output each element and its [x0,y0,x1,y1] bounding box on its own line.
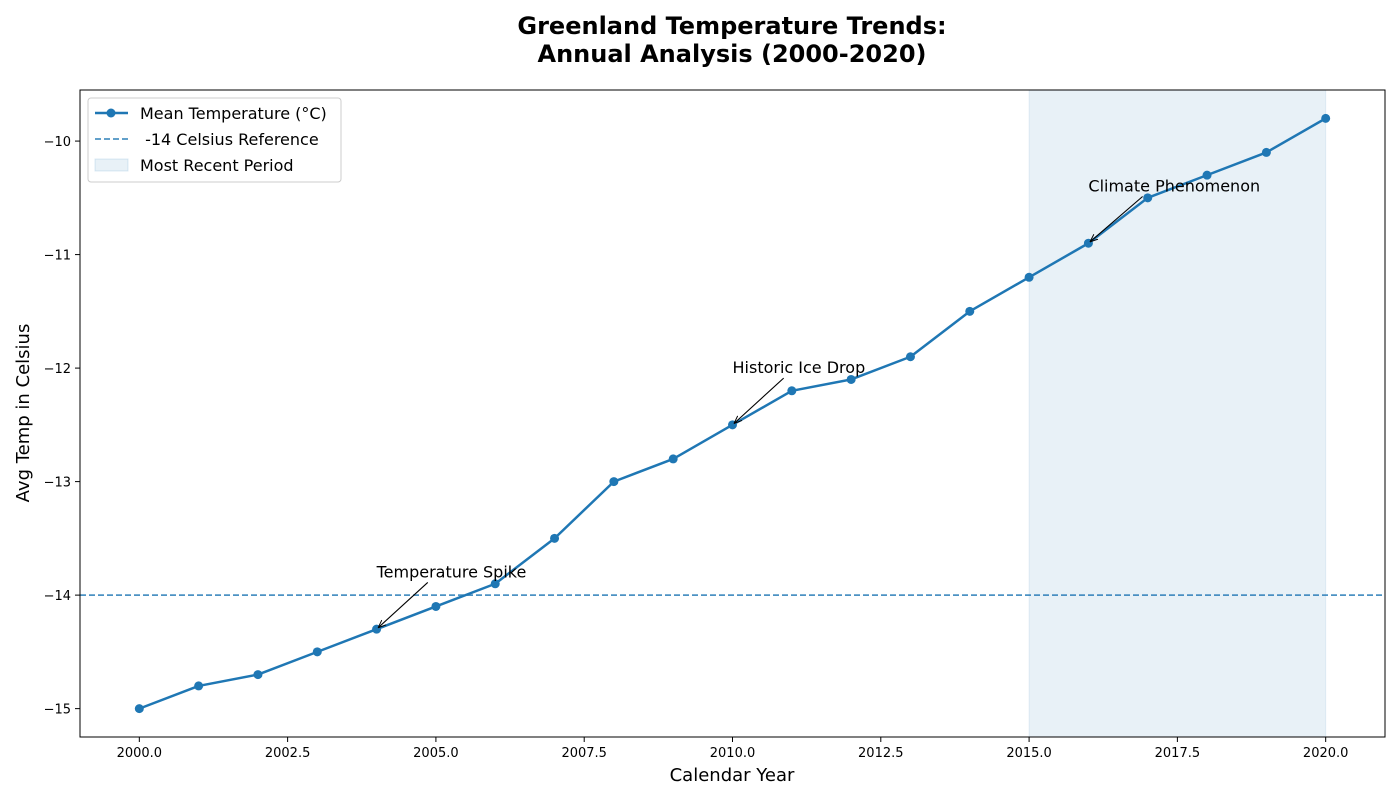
x-tick-label: 2010.0 [710,746,756,761]
y-tick-label: −14 [44,589,71,604]
x-axis-label: Calendar Year [670,765,795,786]
legend-label-reference: -14 Celsius Reference [140,130,319,149]
x-tick-label: 2002.5 [265,746,311,761]
data-point-2019 [1261,147,1271,157]
data-point-2009 [668,454,678,464]
data-point-2005 [431,601,441,611]
x-tick-label: 2020.0 [1303,746,1349,761]
y-axis-label: Avg Temp in Celsius [13,324,34,503]
x-tick-label: 2017.5 [1155,746,1201,761]
legend-marker-series [106,108,116,118]
y-tick-label: −13 [44,476,71,491]
data-point-2018 [1202,170,1212,180]
data-point-2001 [194,681,204,691]
y-tick-label: −10 [44,135,71,150]
legend-box [87,97,342,183]
legend-label-series: Mean Temperature (°C) [140,104,327,123]
y-tick-label: −15 [44,703,71,718]
legend-swatch-shaded [94,158,129,172]
data-point-2013 [905,352,915,362]
legend: Mean Temperature (°C) -14 Celsius Refere… [87,97,342,183]
annotation-label-2: Historic Ice Drop [733,358,866,377]
x-tick-label: 2015.0 [1006,746,1052,761]
x-tick-label: 2012.5 [858,746,904,761]
data-point-2014 [965,306,975,316]
annotation-arrow-3 [1090,196,1143,241]
chart-title-line-2: Annual Analysis (2000-2020) [538,40,927,68]
series-layer [134,113,1331,714]
data-point-2011 [787,386,797,396]
data-point-2015 [1024,272,1034,282]
y-tick-label: −11 [44,249,71,264]
x-tick-label: 2005.0 [413,746,459,761]
annotation-label-1: Temperature Spike [376,562,527,581]
data-point-2020 [1321,113,1331,123]
data-point-2007 [550,533,560,543]
data-point-2012 [846,374,856,384]
x-tick-label: 2007.5 [561,746,607,761]
annotation-layer: Temperature Spike Historic Ice Drop Climat… [376,176,1260,627]
y-tick-label: −12 [44,362,71,377]
chart-title-line-1: Greenland Temperature Trends: [517,12,946,40]
data-point-2008 [609,477,619,487]
shaded-region-layer [1028,89,1327,738]
data-point-2006 [490,579,500,589]
legend-label-shaded: Most Recent Period [140,156,294,175]
data-point-2000 [134,704,144,714]
annotation-arrow-1 [378,582,429,627]
data-point-2003 [312,647,322,657]
x-tick-label: 2000.0 [117,746,163,761]
data-point-2017 [1143,193,1153,203]
axes-layer: 2000.0 2002.5 2005.0 2007.5 2010.0 2012.5 2015… [44,89,1386,761]
annotation-arrow-2 [734,377,785,423]
shaded-region-most-recent-period [1028,89,1327,738]
annotation-label-3: Climate Phenomenon [1088,176,1260,195]
data-point-2002 [253,670,263,680]
